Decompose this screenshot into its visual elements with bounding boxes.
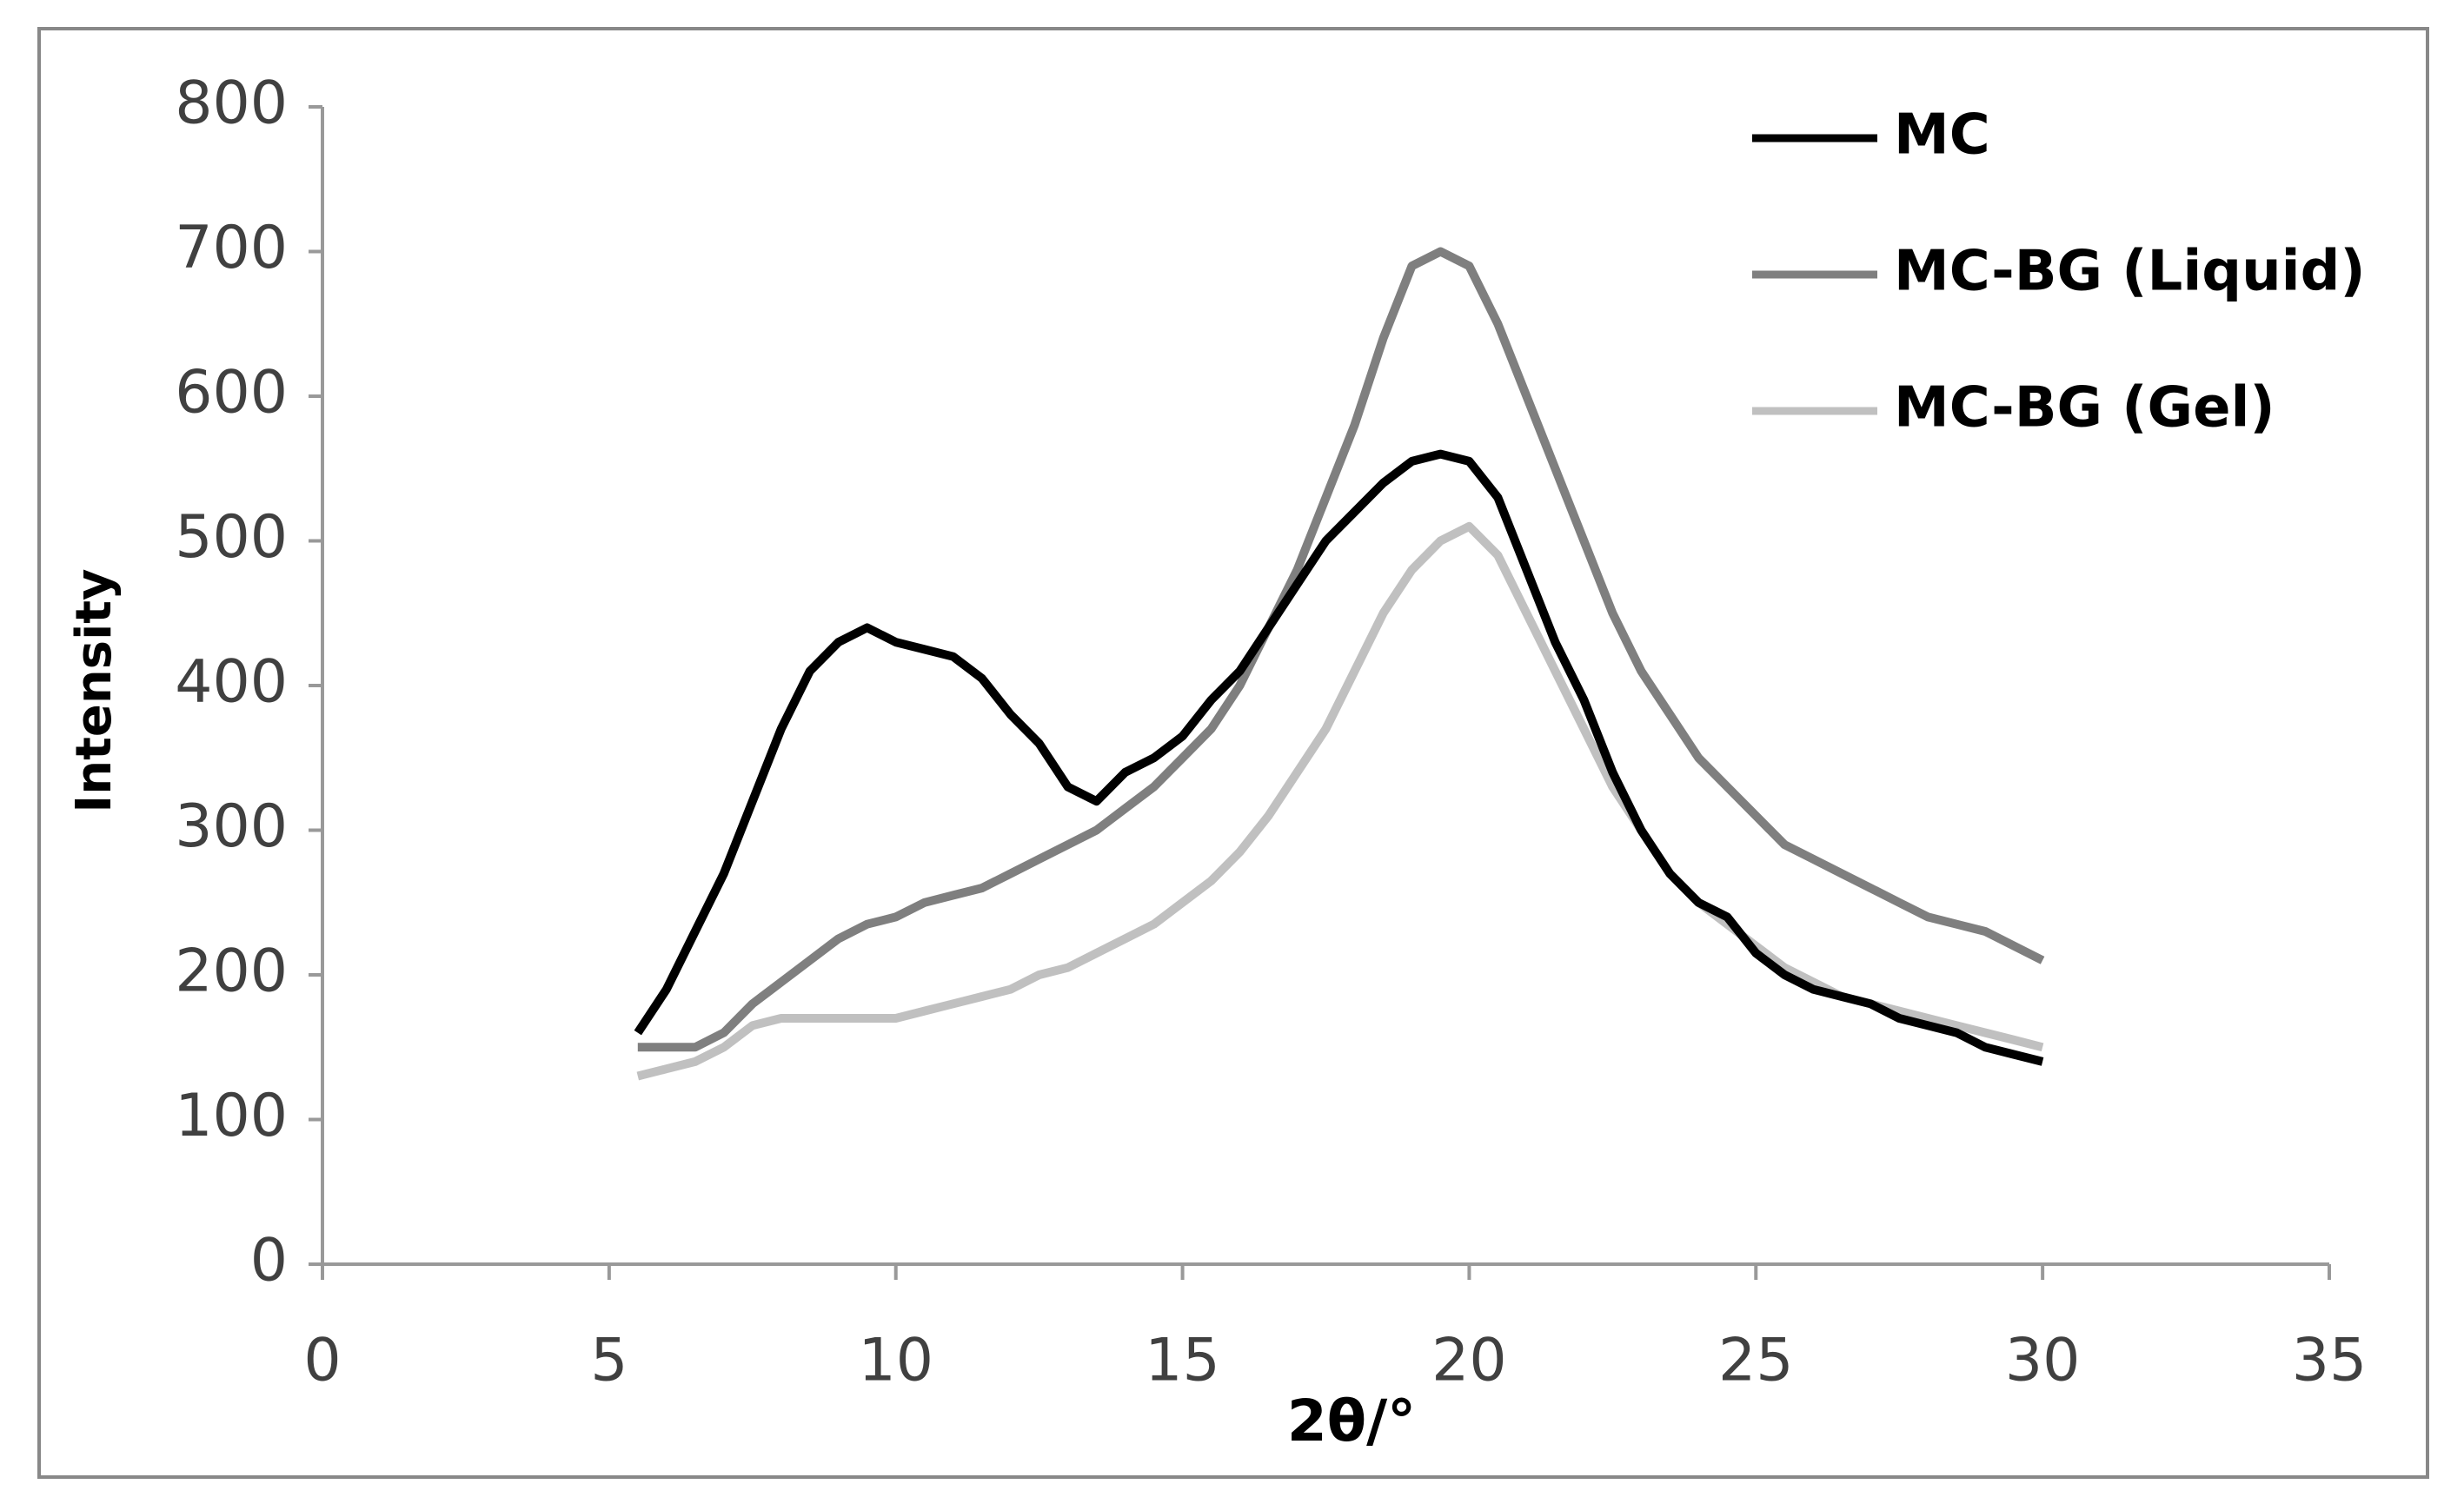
data-line (634, 449, 2044, 1066)
x-tick-label: 20 (1431, 1327, 1507, 1395)
x-tick-label: 25 (1718, 1327, 1794, 1395)
data-line (636, 521, 2044, 1081)
y-tick-label: 400 (175, 648, 288, 717)
legend-label: MC-BG (Liquid) (1894, 240, 2366, 304)
legend-label: MC (1894, 103, 1990, 168)
x-tick-label: 0 (303, 1327, 341, 1395)
x-tick-label: 10 (858, 1327, 933, 1395)
y-tick-label: 700 (175, 214, 288, 282)
data-line (637, 247, 2045, 1052)
x-tick-label: 15 (1145, 1327, 1220, 1395)
y-tick-label: 600 (175, 359, 288, 427)
y-tick-label: 500 (175, 503, 288, 572)
x-tick-label: 35 (2292, 1327, 2368, 1395)
y-tick-label: 100 (175, 1082, 288, 1150)
y-tick-label: 0 (250, 1227, 288, 1295)
legend-label: MC-BG (Gel) (1894, 376, 2275, 441)
x-tick-label: 30 (2005, 1327, 2081, 1395)
y-tick-label: 300 (175, 792, 288, 861)
x-axis-title: 2θ/° (1287, 1388, 1416, 1454)
y-tick-label: 800 (175, 70, 288, 138)
y-tick-label: 200 (175, 938, 288, 1006)
y-axis-title: Intensity (66, 568, 123, 812)
x-tick-label: 5 (590, 1327, 628, 1395)
chart-frame (37, 27, 2429, 1479)
